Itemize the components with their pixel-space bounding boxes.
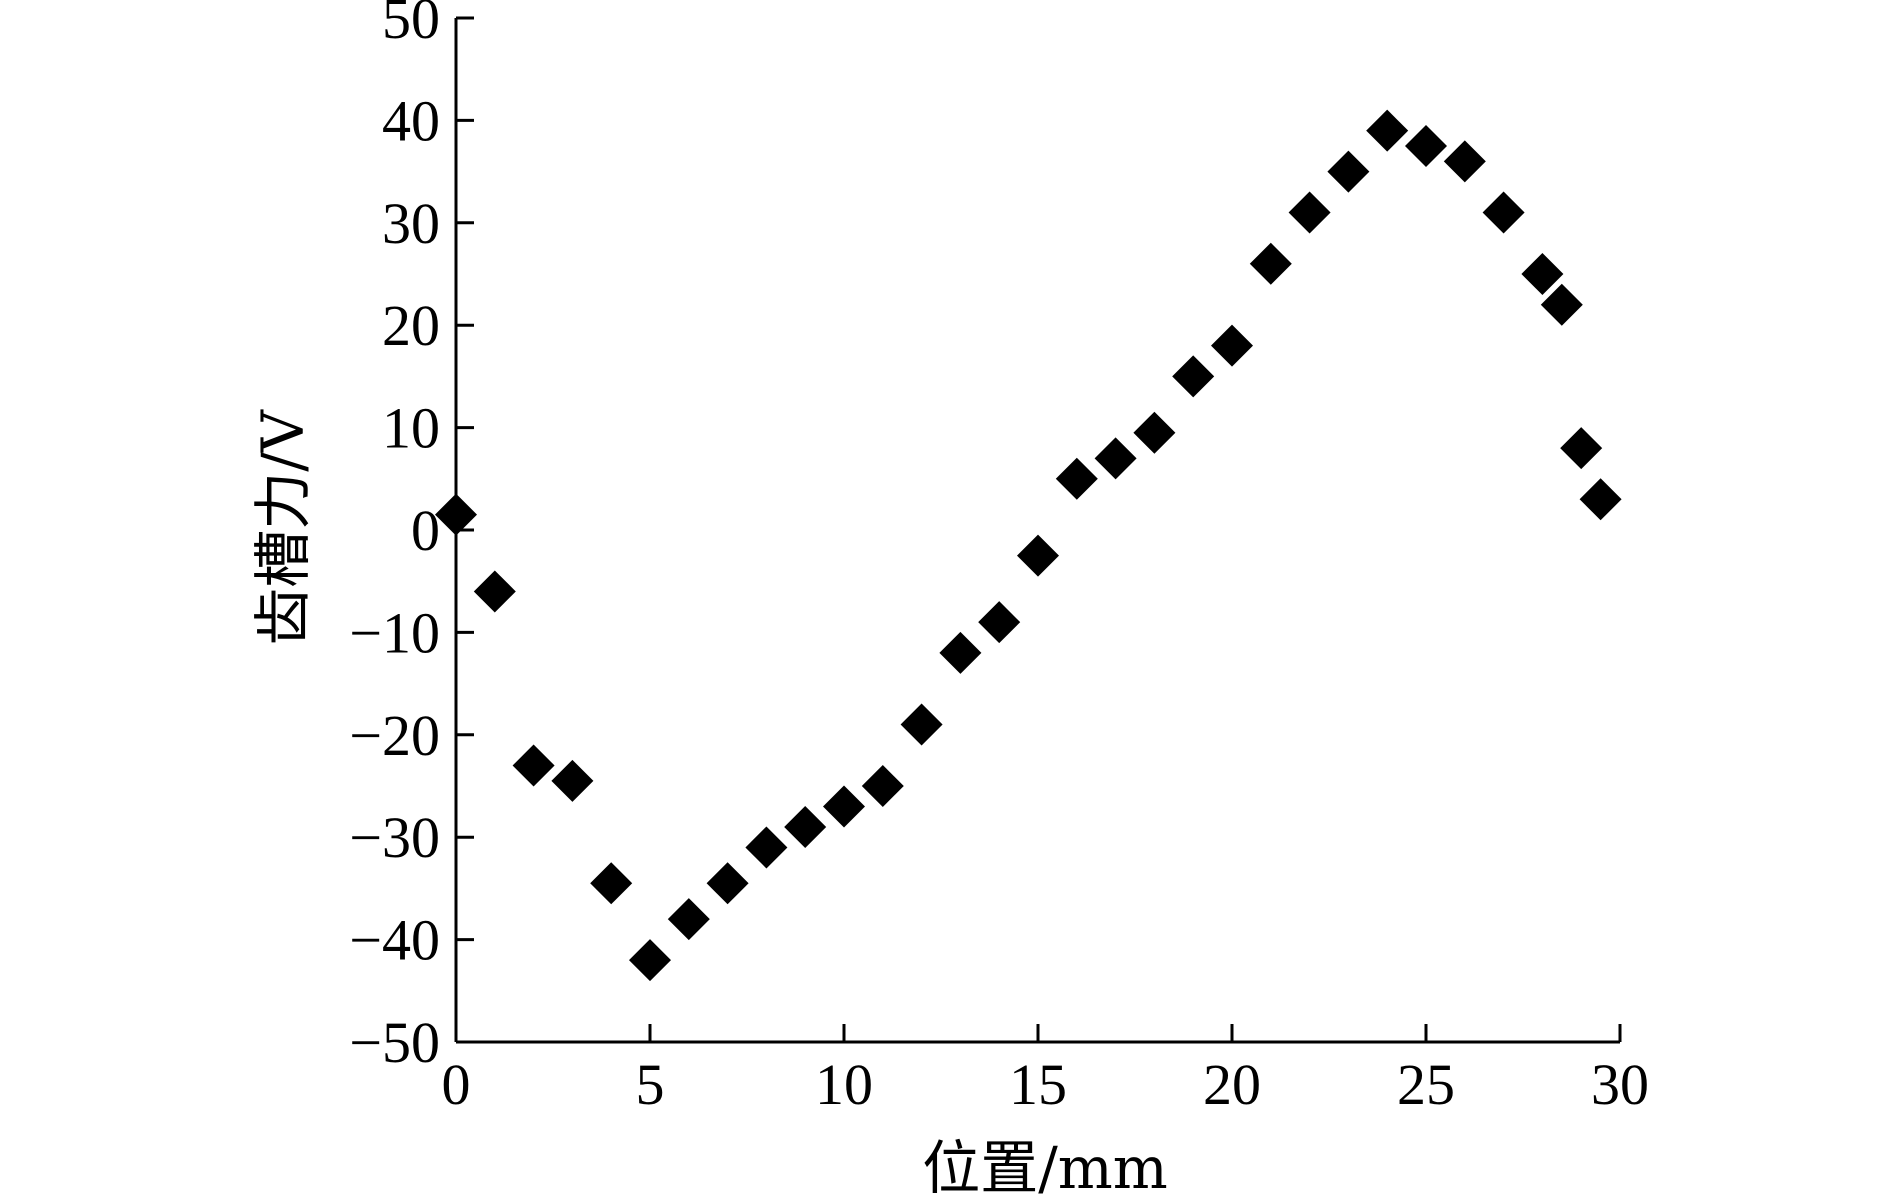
data-point: [1366, 109, 1409, 152]
data-point: [473, 570, 516, 613]
data-point: [1055, 457, 1098, 500]
y-tick-label: −40: [349, 908, 440, 973]
plot-axes: [454, 18, 1620, 1044]
data-point: [1211, 324, 1253, 367]
data-point: [978, 601, 1021, 644]
data-point: [629, 939, 671, 982]
y-tick-label: −20: [349, 703, 440, 768]
x-tick-label: 10: [815, 1052, 873, 1117]
data-point: [861, 765, 904, 807]
data-point: [512, 744, 555, 787]
data-point: [1443, 140, 1486, 183]
data-point: [1172, 355, 1215, 398]
y-tick-label: −10: [349, 600, 440, 665]
data-point: [1560, 427, 1603, 470]
x-tick-label: 0: [442, 1052, 471, 1117]
data-point: [1133, 411, 1176, 454]
x-tick-label: 25: [1397, 1052, 1455, 1117]
x-tick-label: 30: [1591, 1052, 1649, 1117]
data-point: [1540, 283, 1583, 326]
data-point: [435, 493, 477, 536]
x-axis-label: 位置/mm: [922, 1134, 1168, 1198]
data-point: [823, 785, 865, 828]
y-tick-label: −30: [349, 805, 440, 870]
data-point: [590, 862, 633, 905]
data-point: [1249, 242, 1292, 285]
y-tick-label: 40: [382, 88, 440, 153]
data-point: [1521, 253, 1564, 295]
data-point: [784, 805, 827, 848]
y-tick-label: 0: [411, 498, 440, 563]
y-tick-label: 50: [382, 0, 440, 51]
data-point: [939, 631, 982, 674]
data-point: [745, 826, 788, 869]
x-tick-label: 15: [1009, 1052, 1067, 1117]
data-point: [900, 703, 943, 746]
data-point: [1405, 125, 1447, 167]
data-point: [667, 898, 710, 941]
x-tick-label: 20: [1203, 1052, 1261, 1117]
data-point: [1288, 191, 1331, 234]
y-tick-label: −50: [349, 1010, 440, 1075]
y-tick-label: 30: [382, 191, 440, 256]
y-tick-label: 10: [382, 396, 440, 461]
data-point: [1482, 191, 1525, 234]
data-point: [1017, 534, 1059, 577]
y-axis-label: 齿槽力/V: [249, 409, 317, 646]
data-point: [1327, 150, 1370, 193]
data-point: [551, 759, 594, 802]
axis-ticks: [454, 16, 1622, 1044]
x-tick-label: 5: [636, 1052, 665, 1117]
data-point: [1579, 478, 1622, 521]
data-point: [1094, 437, 1137, 480]
y-tick-label: 20: [382, 293, 440, 358]
data-point: [706, 862, 749, 905]
data-markers: [435, 109, 1622, 982]
